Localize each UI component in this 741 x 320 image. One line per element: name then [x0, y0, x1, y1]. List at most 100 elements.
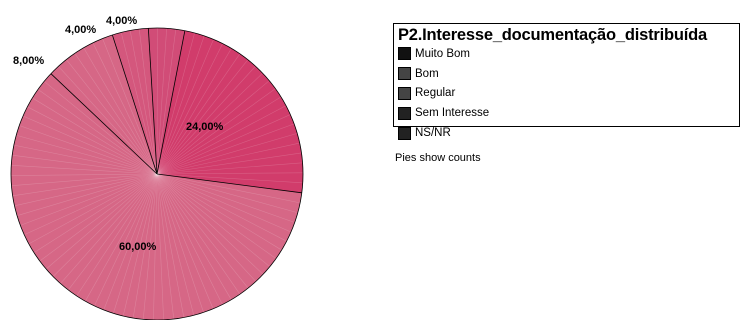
slice-shading-line: [156, 105, 287, 175]
pie-slice-5: [148, 27, 185, 174]
slice-shading-line: [156, 173, 282, 251]
pie-slice-2: [11, 73, 302, 320]
slice-shading-line: [22, 115, 158, 175]
slice-shading-line: [14, 173, 158, 207]
slice-shading-line: [39, 173, 158, 262]
legend-label: Regular: [415, 87, 456, 100]
slice-shading-line: [45, 173, 158, 270]
slice-shading-line: [156, 114, 291, 175]
slice-shading-line: [16, 173, 158, 216]
slice-shading-line: [74, 53, 158, 175]
slice-label-2: 60,00%: [119, 241, 157, 253]
slice-boundary-1: [156, 30, 186, 175]
slice-label-5: 4,00%: [106, 15, 137, 27]
pie-outer-border: [10, 27, 304, 320]
slice-shading-line: [156, 59, 249, 175]
slice-shading-line: [19, 125, 158, 175]
slice-shading-line: [33, 173, 158, 253]
pie-slice-3: [50, 34, 157, 175]
slice-shading-line: [83, 47, 158, 175]
slice-shading-line: [156, 48, 232, 175]
slice-boundary-5: [147, 28, 158, 175]
footnote: Pies show counts: [395, 152, 481, 164]
pie-shading: [11, 27, 303, 320]
slice-shading-line: [12, 154, 158, 175]
slice-shading-line: [156, 173, 301, 204]
slice-shading-line: [85, 173, 158, 302]
slice-shading-line: [16, 134, 158, 175]
slice-boundary-4: [111, 34, 158, 175]
slice-shading-line: [156, 29, 177, 175]
pie-labels: 24,00% 60,00% 8,00% 4,00% 4,00%: [13, 15, 224, 253]
legend-swatch: [398, 106, 411, 120]
legend-items: Muito Bom Bom Regular Sem Interesse NS/NR: [398, 44, 739, 143]
slice-shading-line: [11, 165, 158, 175]
slice-label-4: 4,00%: [65, 24, 96, 36]
slice-shading-line: [120, 32, 158, 175]
legend-box: P2.Interesse_documentação_distribuída Mu…: [393, 23, 740, 140]
slice-shading-line: [156, 152, 302, 175]
slice-shading-line: [156, 27, 158, 175]
slice-shading-line: [156, 173, 264, 275]
slice-shading-line: [102, 38, 158, 175]
legend-swatch: [398, 67, 411, 81]
slice-shading-line: [156, 39, 214, 175]
slice-shading-line: [156, 28, 167, 175]
slice-shading-line: [156, 72, 263, 175]
slice-shading-line: [156, 162, 303, 175]
slice-shading-line: [122, 173, 158, 317]
slice-shading-line: [20, 173, 158, 226]
slice-boundary-2: [156, 173, 302, 194]
slice-shading-line: [156, 142, 300, 175]
slice-label-3: 8,00%: [13, 55, 44, 67]
legend-swatch: [398, 126, 411, 140]
slice-shading-line: [156, 43, 223, 175]
slice-shading-line: [27, 106, 158, 175]
slice-shading-line: [13, 144, 158, 175]
slice-shading-line: [156, 173, 295, 223]
slice-shading-line: [156, 173, 298, 214]
slice-shading-line: [156, 172, 303, 175]
slice-shading-line: [138, 29, 158, 175]
slice-shading-line: [156, 173, 277, 259]
legend-label: Bom: [415, 67, 439, 80]
slice-shading-line: [156, 173, 232, 300]
slice-shading-line: [156, 173, 175, 320]
slice-label-1: 24,00%: [186, 121, 224, 133]
slice-shading-line: [156, 173, 204, 313]
slice-shading-line: [156, 173, 271, 267]
slice-shading-line: [12, 173, 158, 197]
slice-shading-line: [129, 30, 158, 175]
slice-shading-line: [24, 173, 158, 236]
slice-boundary-3: [50, 73, 158, 175]
pie-outline: [10, 27, 304, 320]
legend-swatch: [398, 86, 411, 100]
slice-shading-line: [142, 173, 158, 320]
slice-shading-line: [156, 173, 257, 282]
pie-chart: 24,00% 60,00% 8,00% 4,00% 4,00%: [10, 15, 304, 320]
slice-shading-line: [60, 173, 158, 284]
slice-shading-line: [28, 173, 158, 245]
slice-shading-line: [156, 88, 276, 175]
slice-shading-line: [94, 173, 158, 307]
legend-item: Muito Bom: [398, 44, 739, 64]
slice-shading-line: [156, 35, 205, 175]
legend-label: Sem Interesse: [415, 107, 490, 120]
legend-title: P2.Interesse_documentação_distribuída: [398, 26, 707, 44]
slice-shading-line: [156, 173, 223, 305]
slice-shading-line: [76, 173, 158, 297]
slice-shading-line: [156, 173, 214, 309]
slice-shading-line: [156, 53, 241, 175]
slice-shading-line: [156, 123, 295, 175]
slice-shading-line: [132, 173, 158, 319]
legend-item: Regular: [398, 84, 739, 104]
slice-shading-line: [11, 173, 158, 187]
legend-swatch: [398, 47, 411, 61]
slice-shading-line: [68, 173, 158, 291]
slice-shading-line: [156, 173, 241, 295]
slice-shading-line: [156, 32, 195, 175]
legend-item: NS/NR: [398, 123, 739, 143]
slice-shading-line: [156, 96, 282, 175]
slice-shading-line: [32, 97, 158, 175]
slice-shading-line: [58, 66, 158, 175]
